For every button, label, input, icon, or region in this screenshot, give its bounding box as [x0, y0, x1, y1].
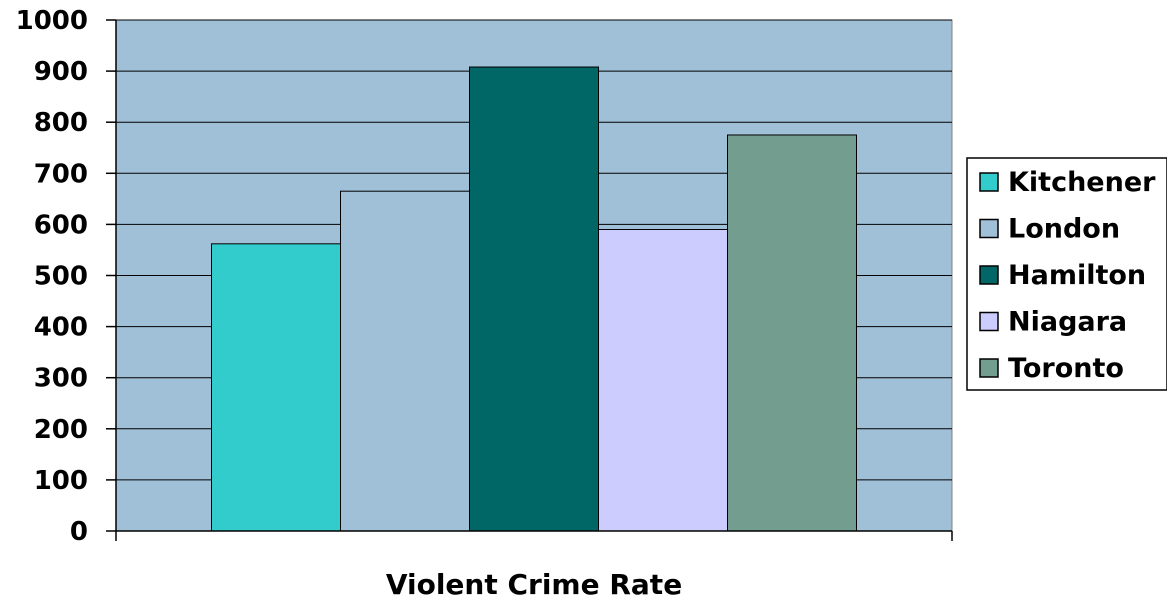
- axis-layer: [106, 19, 953, 541]
- legend-swatch-london: [979, 218, 999, 239]
- y-tick-label: 600: [34, 210, 88, 240]
- legend-swatch-niagara: [979, 311, 999, 332]
- y-tick-label: 200: [34, 415, 88, 445]
- legend-swatch-hamilton: [979, 265, 999, 285]
- legend: Kitchener London Hamilton Niagara Toronto: [966, 157, 1167, 391]
- y-tick-label: 900: [34, 57, 88, 87]
- bar-hamilton: [469, 66, 599, 532]
- y-tick-label: 800: [34, 108, 88, 138]
- legend-box: [966, 157, 1167, 391]
- legend-swatch-kitchener: [979, 172, 999, 192]
- y-tick-label: 300: [34, 364, 88, 394]
- legend-label-niagara: Niagara: [1008, 307, 1127, 338]
- legend-label-london: London: [1008, 214, 1120, 245]
- y-tick-label: 400: [34, 313, 88, 343]
- y-tick-labels: 0 100 200 300 400 500 600 700 800 900 1000: [16, 6, 88, 547]
- y-tick-label: 1000: [16, 6, 88, 36]
- legend-items: Kitchener London Hamilton Niagara Toronto: [979, 167, 1156, 384]
- x-axis-label: Violent Crime Rate: [386, 568, 682, 599]
- legend-label-kitchener: Kitchener: [1008, 167, 1156, 198]
- bar-toronto: [727, 134, 857, 532]
- y-tick-label: 500: [34, 262, 88, 292]
- y-tick-label: 0: [70, 517, 88, 547]
- bar-london: [340, 190, 470, 532]
- legend-label-toronto: Toronto: [1008, 353, 1124, 384]
- legend-swatch-toronto: [979, 358, 999, 378]
- bar-kitchener: [211, 243, 341, 532]
- legend-label-hamilton: Hamilton: [1008, 260, 1146, 291]
- y-tick-label: 700: [34, 159, 88, 189]
- bar-niagara: [598, 229, 728, 532]
- y-tick-label: 100: [34, 466, 88, 496]
